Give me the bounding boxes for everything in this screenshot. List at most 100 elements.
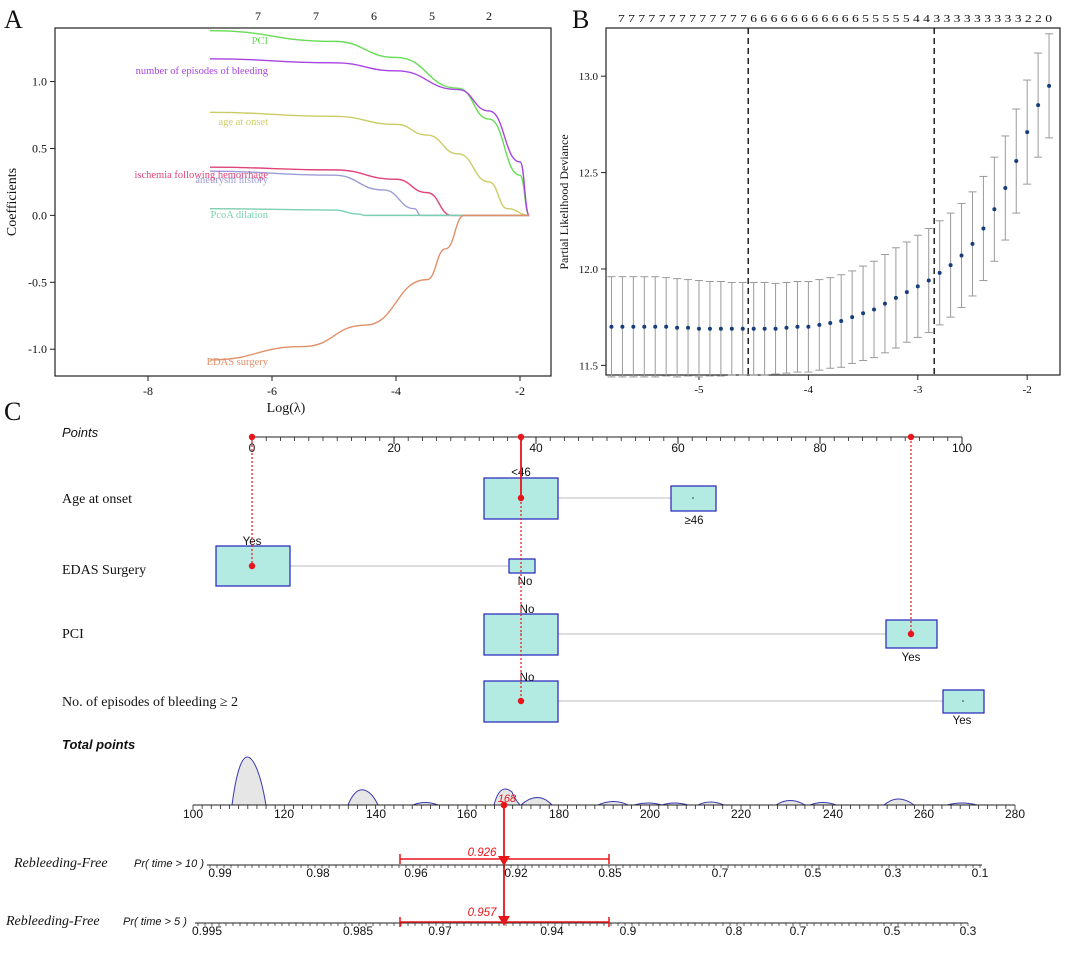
row5-tick-0.7: 0.7 xyxy=(790,924,807,938)
curve-label-bleeding: number of episodes of bleeding xyxy=(136,66,269,77)
total-tick-280: 280 xyxy=(1005,807,1025,821)
panel-a-curves xyxy=(209,29,530,361)
total-tick-100: 100 xyxy=(183,807,203,821)
total-tick-160: 160 xyxy=(457,807,477,821)
row10-tick-0.85: 0.85 xyxy=(598,866,622,880)
row10-tick-0.96: 0.96 xyxy=(404,866,428,880)
deviance-point xyxy=(959,253,964,258)
pci-level-yes: Yes xyxy=(902,652,921,664)
points-tick-100: 100 xyxy=(952,441,972,455)
a-xtick-label: -6 xyxy=(267,384,277,398)
curve-label-age: age at onset xyxy=(218,117,268,128)
b-ytick-label: 11.5 xyxy=(579,360,598,372)
points-tick-0: 0 xyxy=(249,441,256,455)
panel-a-x-axis: -8 -6 -4 -2 xyxy=(143,376,525,398)
points-marker-0 xyxy=(248,433,256,441)
deviance-point xyxy=(609,324,614,329)
deviance-point xyxy=(762,326,767,331)
deviance-point xyxy=(817,322,822,327)
row10-tick-0.98: 0.98 xyxy=(306,866,330,880)
deviance-point xyxy=(707,326,712,331)
row10-tick-0.92: 0.92 xyxy=(504,866,528,880)
total-tick-260: 260 xyxy=(914,807,934,821)
panel-b-y-axis: 13.0 12.5 12.0 11.5 xyxy=(579,71,606,372)
deviance-point xyxy=(642,324,647,329)
a-xtick-label: -8 xyxy=(143,384,153,398)
panel-b-letter: B xyxy=(572,5,589,34)
b-xtick-label: -2 xyxy=(1023,384,1032,396)
b-ytick-label: 12.5 xyxy=(579,168,599,180)
var-name-bleeding: No. of episodes of bleeding ≥ 2 xyxy=(62,695,238,710)
deviance-point xyxy=(1003,186,1008,191)
edas-selected-dot xyxy=(248,562,256,570)
deviance-point xyxy=(740,326,745,331)
curve-2 xyxy=(209,111,530,217)
deviance-point xyxy=(1014,159,1019,164)
total-points-minor-ticks xyxy=(192,805,1016,809)
age-selected-dot xyxy=(517,494,525,502)
row5-name: Rebleeding-Free xyxy=(5,914,100,929)
row5-tick-0.3: 0.3 xyxy=(960,924,977,938)
panel-b-vlines xyxy=(747,28,935,375)
curve-label-edas: EDAS surgery xyxy=(207,357,269,368)
deviance-point xyxy=(839,319,844,324)
row10-pr: Pr( time > 10 ) xyxy=(134,858,204,870)
b-xtick-label: -5 xyxy=(694,384,704,396)
deviance-point xyxy=(893,295,898,300)
deviance-point xyxy=(696,326,701,331)
age-level-ge46: ≥46 xyxy=(684,515,703,527)
points-minor-ticks xyxy=(251,437,963,441)
deviance-point xyxy=(664,324,669,329)
row5-tick-0.9: 0.9 xyxy=(620,924,637,938)
b-xtick-label: -4 xyxy=(804,384,814,396)
a-top-tick: 2 xyxy=(486,9,492,23)
total-points-value: 168 xyxy=(498,793,517,805)
deviance-point xyxy=(937,270,942,275)
deviance-point xyxy=(861,311,866,316)
deviance-point xyxy=(653,324,658,329)
a-xtick-label: -4 xyxy=(391,384,401,398)
curve-3 xyxy=(209,166,530,217)
edas-box-no xyxy=(508,558,536,574)
deviance-point xyxy=(806,324,811,329)
row5-tick-0.5: 0.5 xyxy=(884,924,901,938)
deviance-point xyxy=(926,278,931,283)
deviance-point xyxy=(872,307,877,312)
deviance-point xyxy=(773,326,778,331)
total-tick-220: 220 xyxy=(731,807,751,821)
total-tick-180: 180 xyxy=(549,807,569,821)
deviance-point xyxy=(1047,83,1052,88)
a-ytick-label: -1.0 xyxy=(28,342,47,356)
points-major-ticks: 0 20 40 60 80 100 xyxy=(249,437,972,455)
total-tick-200: 200 xyxy=(640,807,660,821)
panel-b-plot-area xyxy=(605,27,1061,376)
deviance-point xyxy=(686,325,691,330)
row5-arrow xyxy=(498,916,510,926)
row5-tick-0.985: 0.985 xyxy=(343,924,373,938)
pci-level-no: No xyxy=(520,604,535,616)
deviance-point xyxy=(970,241,975,246)
bleeding-level-no: No xyxy=(520,672,535,684)
total-tick-240: 240 xyxy=(823,807,843,821)
total-points-density xyxy=(231,756,978,806)
a-ytick-label: 0.0 xyxy=(32,208,47,222)
a-ytick-label: -0.5 xyxy=(28,275,47,289)
a-top-tick: 7 xyxy=(255,9,261,23)
panel-b-x-axis: -5 -4 -3 -2 xyxy=(694,375,1032,396)
panel-a-letter: A xyxy=(4,5,23,34)
b-ytick-label: 12.0 xyxy=(579,264,599,276)
curve-label-pci: PCI xyxy=(252,36,269,47)
deviance-point xyxy=(915,284,920,289)
points-tick-40: 40 xyxy=(529,441,543,455)
deviance-point xyxy=(948,263,953,268)
curve-5 xyxy=(209,207,530,217)
curve-4 xyxy=(209,170,530,217)
a-xtick-label: -2 xyxy=(515,384,525,398)
panel-b-points xyxy=(607,33,1054,378)
row5-tick-0.8: 0.8 xyxy=(726,924,743,938)
deviance-point xyxy=(828,320,833,325)
var-name-pci: PCI xyxy=(62,627,84,642)
deviance-point xyxy=(784,325,789,330)
total-tick-120: 120 xyxy=(274,807,294,821)
row10-tick-0.99: 0.99 xyxy=(208,866,232,880)
